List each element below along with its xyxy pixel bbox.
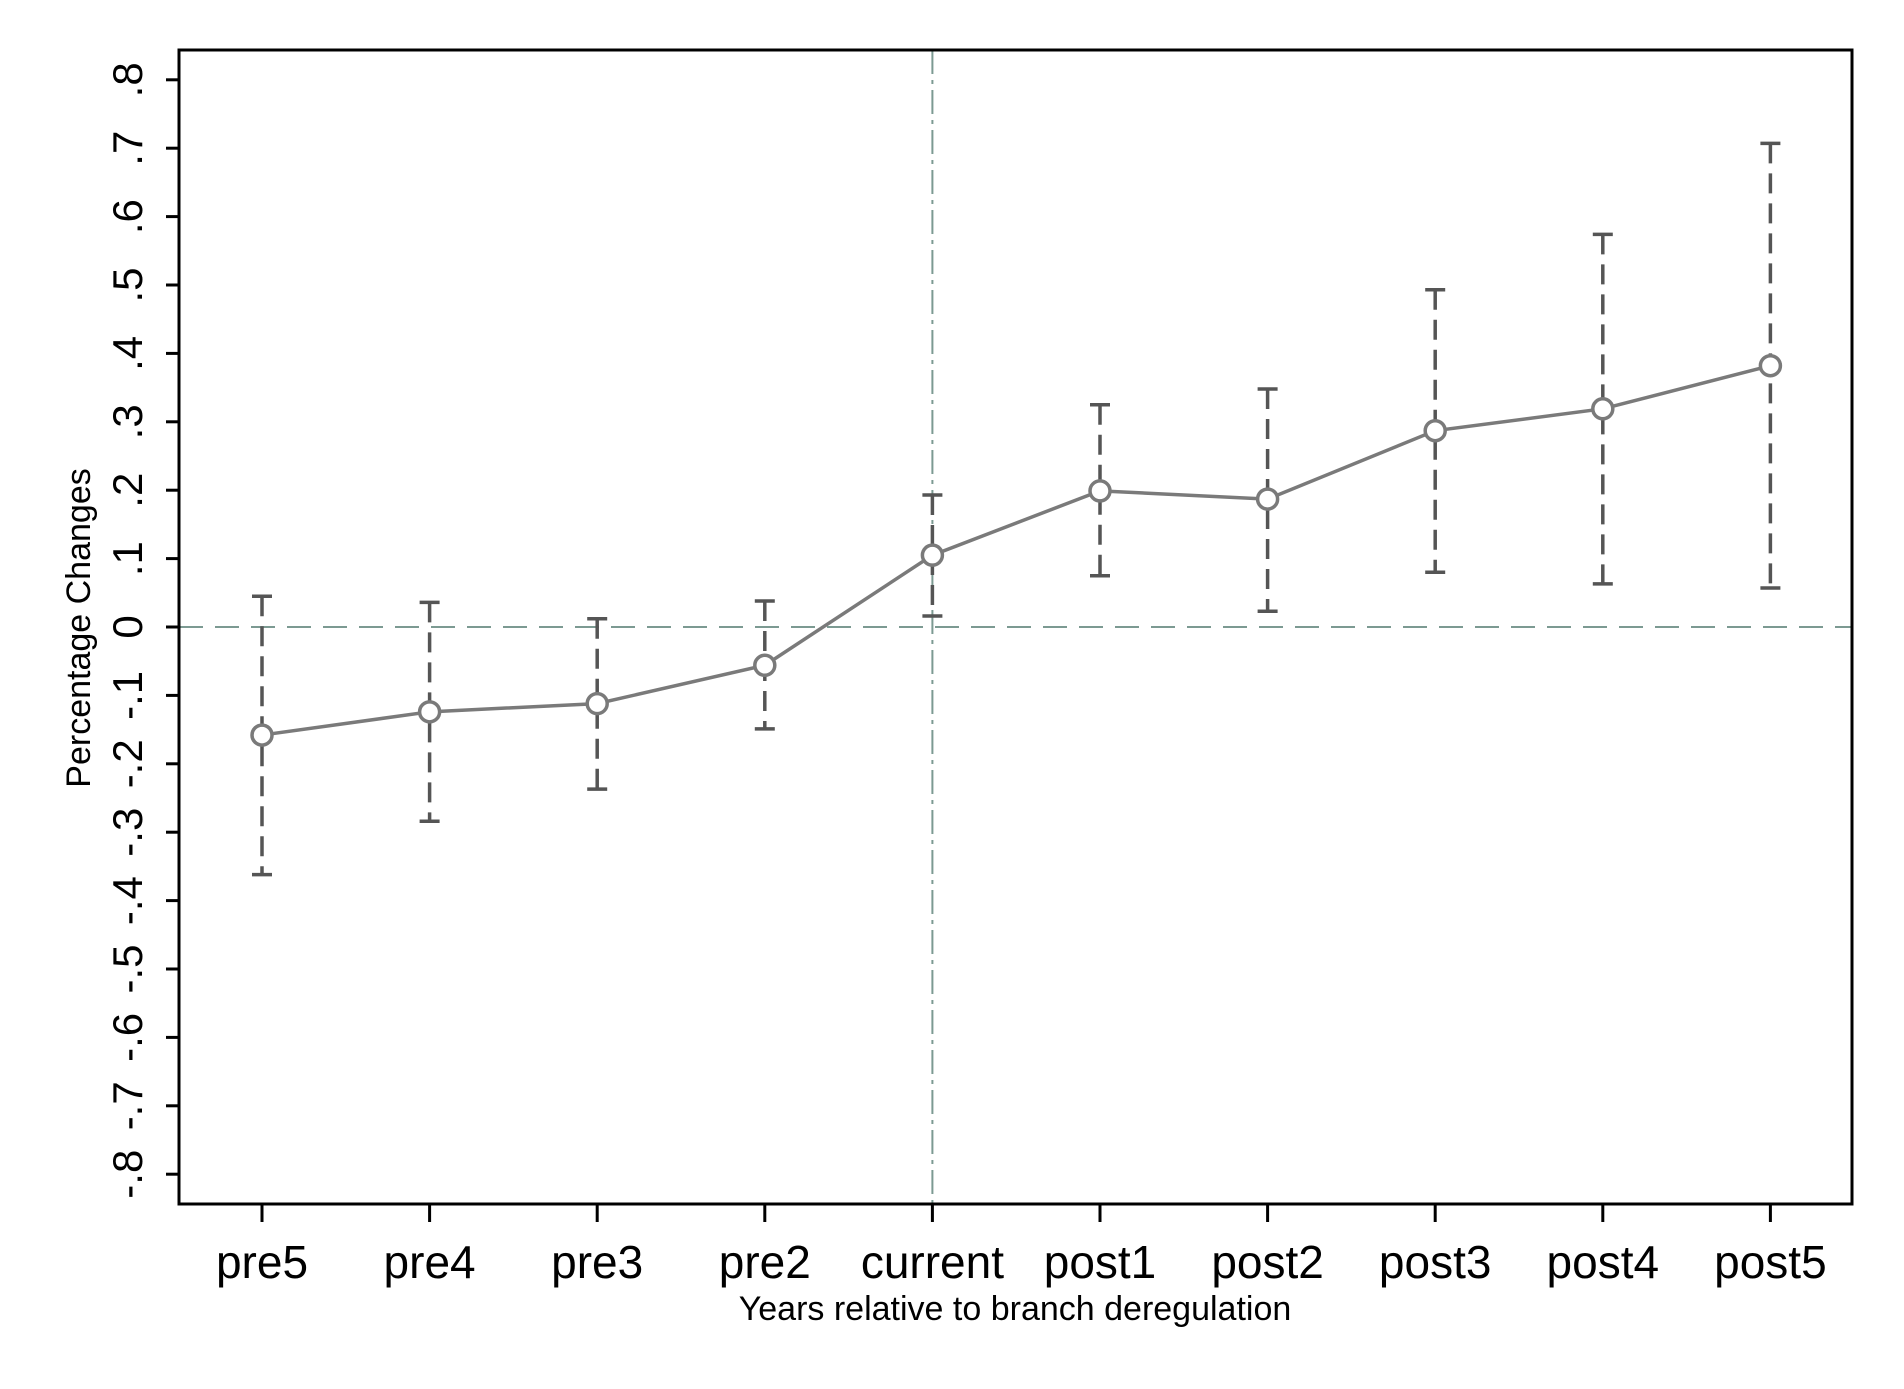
confidence-intervals: [252, 141, 1781, 877]
y-axis-title: Percentage Changes: [60, 468, 98, 787]
axes: -.8 -.7 -.6 -.5 -.4 -.3 -.2 -.1 0 .1 .2 .3 .4 .5 .6 .7.…: [104, 48, 1854, 1288]
data-point-pre4: [417, 700, 442, 724]
series-line: [261, 364, 1771, 737]
data-point-post4: [1591, 397, 1615, 421]
y-tick-label: .1: [104, 541, 151, 576]
x-tick-label-post1: post1: [1044, 1236, 1157, 1288]
data-point-current: [920, 543, 945, 567]
y-tick-label: .6: [104, 199, 151, 234]
x-tick-label-post2: post2: [1211, 1236, 1324, 1288]
x-axis-title: Years relative to branch deregulation: [739, 1290, 1292, 1328]
data-point-post5: [1758, 353, 1783, 378]
y-tick-label: -.8: [104, 1150, 151, 1199]
y-tick-label: -.2: [104, 739, 151, 788]
y-tick-label: .7: [104, 131, 151, 166]
y-tick-label: .8: [104, 62, 151, 97]
y-tick-label: -.1: [104, 671, 151, 720]
y-tick-label: .3: [104, 404, 151, 439]
data-point-pre2: [753, 653, 777, 678]
x-tick-label-post4: post4: [1547, 1236, 1660, 1288]
y-tick-label: -.4: [104, 876, 151, 925]
data-point-post2: [1255, 487, 1280, 511]
y-tick-label: .2: [104, 473, 151, 508]
data-point-post1: [1088, 479, 1112, 503]
x-tick-label-post5: post5: [1714, 1236, 1827, 1288]
y-tick-label: -.3: [104, 808, 151, 857]
series: [250, 353, 1783, 747]
y-tick-label: -.6: [104, 1013, 151, 1062]
y-tick-label: .4: [104, 336, 151, 371]
x-tick-label-current: current: [861, 1236, 1004, 1288]
x-tick-label-pre3: pre3: [551, 1236, 643, 1288]
reference-lines: [179, 50, 1852, 1204]
y-tick-label: -.5: [104, 944, 151, 993]
y-tick-label: 0: [104, 615, 151, 638]
y-tick-label: .5: [104, 267, 151, 302]
x-tick-label-pre5: pre5: [216, 1236, 308, 1288]
data-point-pre3: [585, 691, 609, 716]
x-tick-label-pre4: pre4: [384, 1236, 476, 1288]
data-point-post3: [1423, 418, 1447, 443]
x-tick-label-pre2: pre2: [719, 1236, 811, 1288]
data-point-pre5: [250, 723, 274, 747]
y-tick-label: -.7: [104, 1081, 151, 1130]
x-tick-label-post3: post3: [1379, 1236, 1492, 1288]
